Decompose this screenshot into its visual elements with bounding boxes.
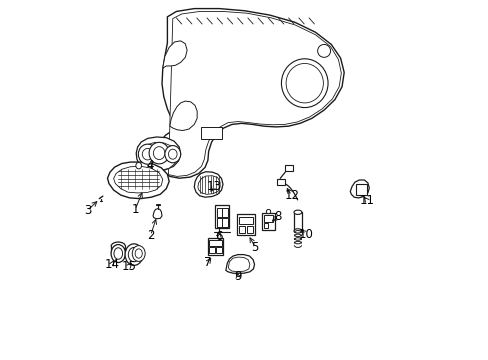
Ellipse shape <box>293 229 301 233</box>
Text: 9: 9 <box>234 270 241 283</box>
Bar <box>216 208 222 217</box>
Ellipse shape <box>153 147 164 159</box>
Text: 13: 13 <box>206 180 222 193</box>
Ellipse shape <box>125 244 142 265</box>
Text: 8: 8 <box>273 210 281 223</box>
Text: 14: 14 <box>104 258 119 271</box>
Polygon shape <box>194 172 223 197</box>
Polygon shape <box>153 209 162 219</box>
Ellipse shape <box>111 244 125 262</box>
Bar <box>264 215 273 222</box>
Polygon shape <box>136 137 180 171</box>
Bar <box>285 165 292 171</box>
Polygon shape <box>140 142 177 171</box>
Text: 2: 2 <box>146 229 154 242</box>
Text: 3: 3 <box>83 204 91 217</box>
Bar <box>222 218 227 226</box>
Ellipse shape <box>128 247 140 262</box>
Ellipse shape <box>168 149 177 159</box>
Ellipse shape <box>114 248 122 259</box>
Bar <box>261 213 275 230</box>
Polygon shape <box>113 166 163 193</box>
Polygon shape <box>198 176 220 194</box>
Ellipse shape <box>266 210 270 214</box>
Bar <box>209 240 221 246</box>
Polygon shape <box>155 9 344 178</box>
Ellipse shape <box>149 142 169 164</box>
Bar <box>246 226 253 233</box>
Text: 4: 4 <box>146 159 154 172</box>
Ellipse shape <box>135 249 142 258</box>
Bar <box>222 208 227 217</box>
Bar <box>216 218 222 226</box>
Text: 1: 1 <box>131 203 139 216</box>
Polygon shape <box>163 41 187 68</box>
Bar <box>215 247 221 253</box>
Text: 15: 15 <box>122 260 136 273</box>
Ellipse shape <box>293 210 301 215</box>
Bar <box>293 212 301 231</box>
Bar <box>264 223 267 228</box>
Ellipse shape <box>132 246 145 261</box>
Bar <box>238 217 253 225</box>
Text: 7: 7 <box>204 256 211 269</box>
Ellipse shape <box>281 59 327 108</box>
Text: 6: 6 <box>215 230 222 243</box>
Polygon shape <box>349 180 368 198</box>
Polygon shape <box>169 101 197 131</box>
Bar <box>201 127 221 139</box>
Text: 10: 10 <box>298 228 313 241</box>
Ellipse shape <box>164 145 180 163</box>
Ellipse shape <box>142 148 153 160</box>
Text: 11: 11 <box>359 194 374 207</box>
Polygon shape <box>107 162 169 199</box>
Text: 12: 12 <box>284 189 299 202</box>
Bar <box>238 226 244 233</box>
Polygon shape <box>154 139 173 159</box>
Text: 5: 5 <box>251 240 259 253</box>
Bar <box>207 238 223 255</box>
Ellipse shape <box>138 144 157 164</box>
Bar <box>356 184 366 195</box>
Polygon shape <box>168 12 341 176</box>
Bar <box>276 179 284 185</box>
Bar <box>215 205 229 228</box>
Bar <box>237 214 254 234</box>
Ellipse shape <box>317 44 330 57</box>
Ellipse shape <box>285 63 323 103</box>
Ellipse shape <box>136 162 142 169</box>
Polygon shape <box>228 257 249 272</box>
Bar <box>209 247 215 253</box>
Polygon shape <box>225 255 254 273</box>
